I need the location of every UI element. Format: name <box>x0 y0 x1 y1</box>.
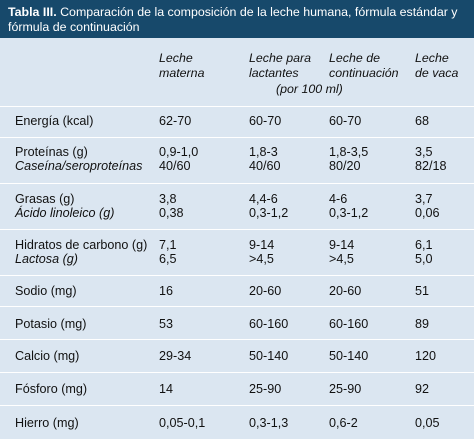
row-label: Energía (kcal) <box>15 114 94 128</box>
cell-value: 25-90 <box>329 382 362 396</box>
table-title-text: Comparación de la composición de la lech… <box>8 5 458 34</box>
cell-value: 60-160 <box>249 317 289 331</box>
row-sublabel: Ácido linoleico (g) <box>15 206 115 220</box>
table-title: Tabla III. Comparación de la composición… <box>0 0 474 38</box>
cell-value: 4,4-6 <box>249 192 278 206</box>
column-header-line: Leche <box>159 51 193 65</box>
cell-subvalue: 0,38 <box>159 206 184 220</box>
column-header-line: Leche <box>415 51 449 65</box>
cell-value: 89 <box>415 317 430 331</box>
column-header-leche-continuacion: Leche de continuación <box>329 51 399 81</box>
cell-value: 60-160 <box>329 317 369 331</box>
cell-value: 92 <box>415 382 430 396</box>
row-label: Hidratos de carbono (g) <box>15 238 148 252</box>
cell-value: 0,6-2 <box>329 416 358 430</box>
cell-value: 50-140 <box>329 349 369 363</box>
cell-subvalue: >4,5 <box>249 252 274 266</box>
cell-value: 4-6 <box>329 192 348 206</box>
column-header-leche-materna: Leche materna <box>159 51 204 81</box>
cell-subvalue: 40/60 <box>159 159 191 173</box>
column-header-line: Leche para <box>249 51 312 65</box>
table-row-fosforo: Fósforo (mg) 14 25-90 25-90 92 <box>0 372 474 405</box>
table-row-energia: Energía (kcal) 62-70 60-70 60-70 68 <box>0 106 474 137</box>
table-row-grasas: Grasas (g) Ácido linoleico (g) 3,8 4,4-6… <box>0 183 474 229</box>
cell-value: 20-60 <box>329 284 362 298</box>
table-row-sodio: Sodio (mg) 16 20-60 20-60 51 <box>0 275 474 306</box>
cell-value: 16 <box>159 284 174 298</box>
cell-subvalue: 0,3-1,2 <box>249 206 289 220</box>
row-label: Sodio (mg) <box>15 284 77 298</box>
cell-value: 25-90 <box>249 382 282 396</box>
cell-value: 68 <box>415 114 430 128</box>
cell-value: 1,8-3,5 <box>329 145 369 159</box>
cell-value: 0,05 <box>415 416 440 430</box>
column-header-line: de vaca <box>415 66 459 80</box>
cell-value: 3,8 <box>159 192 177 206</box>
table-row-potasio: Potasio (mg) 53 60-160 60-160 89 <box>0 306 474 339</box>
row-label: Fósforo (mg) <box>15 382 88 396</box>
cell-value: 3,7 <box>415 192 433 206</box>
cell-value: 51 <box>415 284 430 298</box>
column-header-leche-lactantes: Leche para lactantes <box>249 51 311 81</box>
cell-subvalue: 80/20 <box>329 159 361 173</box>
table-title-number: Tabla III. <box>8 5 57 19</box>
row-label: Hierro (mg) <box>15 416 79 430</box>
cell-subvalue: 0,06 <box>415 206 440 220</box>
cell-value: 1,8-3 <box>249 145 278 159</box>
cell-value: 3,5 <box>415 145 433 159</box>
cell-subvalue: 82/18 <box>415 159 447 173</box>
table-row-calcio: Calcio (mg) 29-34 50-140 50-140 120 <box>0 339 474 372</box>
column-header-line: Leche de <box>329 51 380 65</box>
cell-value: 29-34 <box>159 349 192 363</box>
cell-value: 14 <box>159 382 174 396</box>
column-header-line: lactantes <box>249 66 299 80</box>
cell-subvalue: 6,5 <box>159 252 177 266</box>
row-sublabel: Lactosa (g) <box>15 252 78 266</box>
cell-value: 50-140 <box>249 349 289 363</box>
table-row-hierro: Hierro (mg) 0,05-0,1 0,3-1,3 0,6-2 0,05 <box>0 405 474 439</box>
row-label: Calcio (mg) <box>15 349 80 363</box>
row-label: Potasio (mg) <box>15 317 87 331</box>
row-label: Grasas (g) <box>15 192 75 206</box>
cell-subvalue: 40/60 <box>249 159 281 173</box>
cell-value: 7,1 <box>159 238 177 252</box>
cell-value: 60-70 <box>329 114 362 128</box>
column-header-leche-vaca: Leche de vaca <box>415 51 458 81</box>
cell-value: 0,9-1,0 <box>159 145 199 159</box>
unit-note: (por 100 ml) <box>276 82 343 96</box>
cell-value: 0,05-0,1 <box>159 416 206 430</box>
cell-subvalue: 5,0 <box>415 252 433 266</box>
column-header-line: materna <box>159 66 205 80</box>
cell-subvalue: >4,5 <box>329 252 354 266</box>
table-row-proteinas: Proteínas (g) Caseína/seroproteínas 0,9-… <box>0 137 474 183</box>
cell-value: 120 <box>415 349 437 363</box>
row-sublabel: Caseína/seroproteínas <box>15 159 143 173</box>
row-label: Proteínas (g) <box>15 145 88 159</box>
cell-value: 62-70 <box>159 114 192 128</box>
cell-value: 53 <box>159 317 174 331</box>
cell-value: 20-60 <box>249 284 282 298</box>
cell-value: 9-14 <box>249 238 275 252</box>
cell-value: 60-70 <box>249 114 282 128</box>
cell-value: 9-14 <box>329 238 355 252</box>
column-header-line: continuación <box>329 66 399 80</box>
table-row-hidratos: Hidratos de carbono (g) Lactosa (g) 7,1 … <box>0 229 474 275</box>
cell-value: 0,3-1,3 <box>249 416 289 430</box>
cell-subvalue: 0,3-1,2 <box>329 206 369 220</box>
cell-value: 6,1 <box>415 238 433 252</box>
